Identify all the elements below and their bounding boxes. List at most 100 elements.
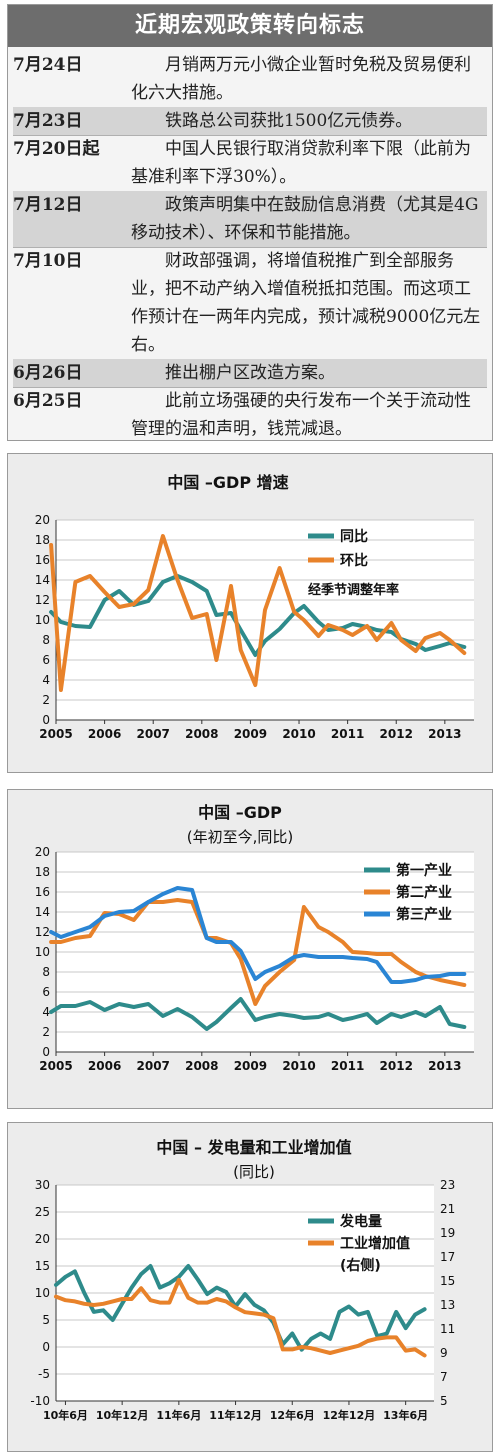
event-text: 中国人民银行取消贷款利率下限（此前为基准利率下浮30%）。	[131, 139, 471, 187]
event-text: 月销两万元小微企业暂时免税及贸易便利化六大措施。	[131, 55, 471, 103]
x-tick-label: 2007	[137, 1059, 170, 1073]
series-line-2	[49, 534, 467, 692]
x-tick-label: 2013	[428, 727, 461, 741]
y-tick-label: 10	[35, 945, 50, 959]
x-tick-label: 2010	[282, 1059, 315, 1073]
legend-label: 第三产业	[396, 906, 452, 923]
y-tick-label: 6	[42, 985, 50, 999]
event-date: 7月23日	[13, 111, 83, 131]
y2-tick-label: 13	[440, 1298, 455, 1312]
x-tick-label: 2006	[88, 727, 121, 741]
y2-tick-label: 9	[440, 1346, 448, 1360]
series-line-3	[49, 886, 467, 984]
y2-tick-label: 7	[440, 1370, 448, 1384]
y2-tick-label: 15	[440, 1274, 455, 1288]
y-tick-label: 2	[42, 693, 50, 707]
gdp-growth-chart-panel: 中国 –GDP 增速 0 2 4 6 8 10 12 14 16 18 20 2005 2006 2007 2…	[7, 453, 493, 773]
event-row: 7月20日起 中国人民银行取消贷款利率下限（此前为基准利率下浮30%）。	[13, 135, 487, 191]
y2-tick-label: 5	[440, 1394, 448, 1408]
event-text: 推出棚户区改造方案。	[165, 363, 335, 383]
x-tick-label: 2005	[39, 1059, 72, 1073]
x-tick-label: 2012	[380, 1059, 413, 1073]
y-tick-label: 20	[35, 513, 50, 527]
series-line-1	[54, 1264, 427, 1352]
legend-label: 第一产业	[396, 862, 452, 879]
x-tick-label: 2008	[185, 1059, 218, 1073]
chart-title: 中国 –GDP 增速	[167, 473, 288, 492]
x-tick-label: 2006	[88, 1059, 121, 1073]
event-date: 7月12日	[13, 195, 83, 215]
x-tick-label: 2008	[185, 727, 218, 741]
event-row: 7月23日 铁路总公司获批1500亿元债券。	[13, 107, 487, 135]
x-tick-label: 10年6月	[43, 1408, 88, 1422]
x-tick-label: 2009	[234, 1059, 267, 1073]
y-tick-label: 10	[35, 1286, 50, 1300]
y-tick-label: -5	[38, 1367, 50, 1381]
event-row: 7月12日 政策声明集中在鼓励信息消费（尤其是4G移动技术）、环保和节能措施。	[13, 191, 487, 247]
y-tick-label: 0	[42, 1045, 50, 1059]
x-tick-label: 2005	[39, 727, 72, 741]
y-tick-label: -10	[30, 1394, 50, 1408]
series-line-1	[49, 997, 467, 1031]
x-tick-label: 11年6月	[156, 1408, 201, 1422]
power-industry-chart-panel: 中国 – 发电量和工业增加值 (同比) -10 -5 0 5 10 15 20 25 30 5 7 9 11…	[7, 1122, 493, 1452]
y-tick-label: 30	[35, 1178, 50, 1192]
y-tick-label: 8	[42, 965, 50, 979]
y-tick-label: 25	[35, 1205, 50, 1219]
event-separator	[13, 247, 487, 248]
event-row: 6月26日 推出棚户区改造方案。	[13, 359, 487, 387]
x-tick-label: 2009	[234, 727, 267, 741]
y-tick-label: 18	[35, 533, 50, 547]
event-date: 6月25日	[13, 391, 83, 411]
event-date: 7月24日	[13, 55, 83, 75]
x-tick-label: 2010	[282, 727, 315, 741]
y2-tick-label: 19	[440, 1226, 455, 1240]
x-tick-label: 12年6月	[270, 1408, 315, 1422]
event-row: 6月25日 此前立场强硬的央行发布一个关于流动性管理的温和声明，钱荒减退。	[13, 387, 487, 443]
y-tick-label: 15	[35, 1259, 50, 1273]
y-tick-label: 0	[42, 713, 50, 727]
event-separator	[13, 387, 487, 388]
series-line-2	[54, 1277, 427, 1358]
y-tick-label: 6	[42, 653, 50, 667]
y-tick-label: 18	[35, 865, 50, 879]
chart-annotation: 经季节调整年率	[308, 582, 399, 598]
y-tick-label: 14	[35, 573, 50, 587]
y-tick-label: 16	[35, 553, 50, 567]
legend-label: 环比	[340, 552, 368, 569]
power-industry-chart: 中国 – 发电量和工业增加值 (同比) -10 -5 0 5 10 15 20 25 30 5 7 9 11…	[30, 1138, 455, 1422]
x-tick-label: 2011	[331, 1059, 364, 1073]
y-tick-label: 12	[35, 593, 50, 607]
chart-title: 中国 –GDP	[198, 803, 282, 822]
y-tick-label: 10	[35, 613, 50, 627]
y-tick-label: 4	[42, 1005, 50, 1019]
chart-title: 中国 – 发电量和工业增加值	[156, 1138, 351, 1157]
event-date: 6月26日	[13, 363, 83, 383]
y2-tick-label: 21	[440, 1202, 455, 1216]
legend-note: (右侧)	[340, 1257, 381, 1274]
event-date: 7月10日	[13, 251, 83, 271]
x-tick-label: 2012	[380, 727, 413, 741]
y2-tick-label: 23	[440, 1178, 455, 1192]
x-tick-label: 12年12月	[323, 1408, 376, 1422]
series-line-2	[49, 898, 467, 1006]
y-tick-label: 20	[35, 1232, 50, 1246]
event-row: 7月10日 财政部强调，将增值税推广到全部服务业，把不动产纳入增值税抵扣范围。而这…	[13, 247, 487, 359]
gdp-sector-chart-panel: 中国 –GDP (年初至今,同比) 0 2 4 6 8 10 12 14 16 18 20 2005 200…	[7, 789, 493, 1109]
legend-label: 工业增加值	[340, 1235, 410, 1252]
y-tick-label: 12	[35, 925, 50, 939]
x-tick-label: 11年12月	[209, 1408, 262, 1422]
x-tick-label: 2013	[428, 1059, 461, 1073]
x-tick-label: 10年12月	[96, 1408, 149, 1422]
event-separator	[13, 135, 487, 136]
y-tick-label: 4	[42, 673, 50, 687]
legend-label: 第二产业	[396, 884, 452, 901]
gdp-growth-chart: 中国 –GDP 增速 0 2 4 6 8 10 12 14 16 18 20 2005 2006 2007 2…	[35, 473, 474, 741]
event-text: 铁路总公司获批1500亿元债券。	[165, 111, 413, 131]
event-text: 政策声明集中在鼓励信息消费（尤其是4G移动技术）、环保和节能措施。	[131, 195, 479, 243]
y-tick-label: 16	[35, 885, 50, 899]
x-tick-label: 13年6月	[383, 1408, 428, 1422]
y-tick-label: 14	[35, 905, 50, 919]
y-tick-label: 5	[42, 1313, 50, 1327]
event-text: 此前立场强硬的央行发布一个关于流动性管理的温和声明，钱荒减退。	[131, 391, 471, 439]
